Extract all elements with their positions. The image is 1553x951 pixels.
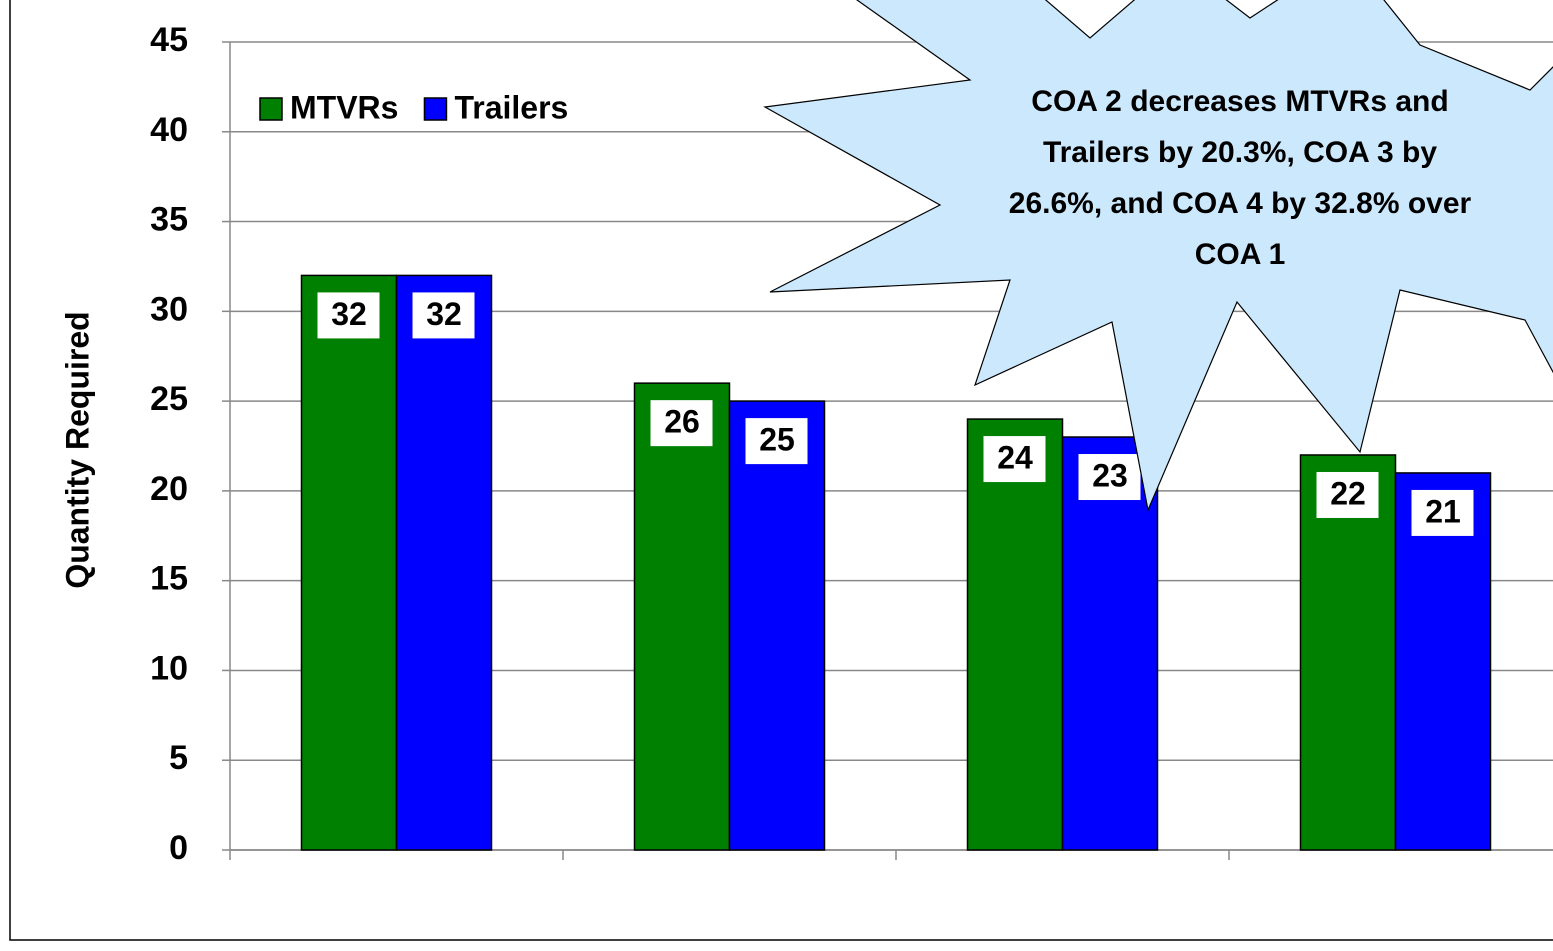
callout-text: COA 1 [1195, 238, 1286, 271]
bar [966, 418, 1064, 851]
bar [633, 382, 731, 851]
bar [728, 400, 826, 851]
legend-swatch [259, 97, 283, 121]
value-label-box [1078, 454, 1141, 501]
y-tick-label: 0 [169, 829, 188, 867]
y-axis-title: Quantity Required [59, 311, 95, 588]
legend-swatch [423, 97, 448, 121]
value-label-box [317, 292, 380, 339]
y-tick-label: 15 [150, 560, 188, 598]
bar [395, 274, 493, 851]
callout-text: 26.6%, and COA 4 by 32.8% over [1009, 187, 1472, 220]
value-label: 21 [1425, 493, 1461, 529]
bar [1061, 436, 1159, 851]
legend-label: Trailers [454, 89, 568, 125]
y-tick-label: 25 [150, 380, 188, 418]
value-label-box [1411, 489, 1474, 536]
value-label: 23 [1092, 457, 1128, 493]
value-label: 26 [664, 404, 700, 440]
value-label: 24 [997, 440, 1033, 476]
callout-starburst [763, 0, 1553, 513]
value-label-box [650, 400, 713, 447]
bar [300, 274, 398, 851]
value-label-box [983, 436, 1046, 483]
y-tick-label: 40 [150, 111, 188, 149]
callout-text: COA 2 decreases MTVRs and [1031, 85, 1448, 118]
value-label-box [412, 292, 475, 339]
legend-label: MTVRs [290, 89, 398, 125]
value-label: 22 [1330, 475, 1366, 511]
y-tick-label: 30 [150, 290, 188, 328]
value-label-box [1316, 471, 1379, 518]
y-tick-label: 35 [150, 201, 188, 239]
y-tick-label: 10 [150, 649, 188, 687]
y-tick-label: 20 [150, 470, 188, 508]
value-label-box [745, 418, 808, 465]
value-label: 32 [426, 296, 462, 332]
value-label: 32 [331, 296, 367, 332]
callout-text: Trailers by 20.3%, COA 3 by [1043, 136, 1437, 169]
bar [1299, 454, 1397, 851]
y-tick-label: 5 [169, 739, 188, 777]
value-label: 25 [759, 422, 795, 458]
y-tick-label: 45 [150, 21, 188, 59]
